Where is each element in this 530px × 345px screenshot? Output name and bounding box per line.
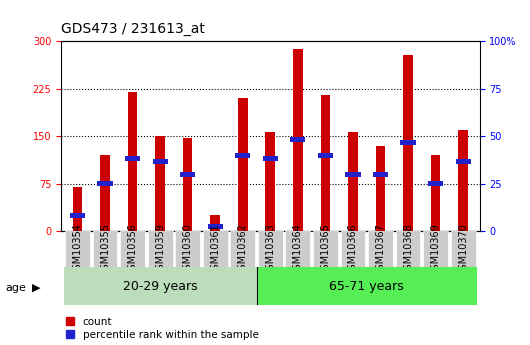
Bar	[403, 55, 413, 231]
Bar	[65, 231, 90, 267]
Bar	[293, 49, 303, 231]
Bar	[318, 153, 333, 158]
Text: GSM10355: GSM10355	[100, 223, 110, 276]
Text: GSM10366: GSM10366	[348, 223, 358, 276]
Bar	[450, 231, 475, 267]
Bar	[73, 187, 82, 231]
Bar	[395, 231, 420, 267]
Bar	[98, 181, 112, 186]
Bar	[64, 267, 257, 305]
Bar	[346, 172, 360, 177]
Text: GSM10356: GSM10356	[128, 223, 138, 276]
Bar	[203, 231, 227, 267]
Text: GSM10361: GSM10361	[210, 223, 220, 276]
Bar	[456, 159, 471, 164]
Text: ▶: ▶	[32, 283, 40, 293]
Bar	[210, 215, 220, 231]
Text: GSM10368: GSM10368	[403, 223, 413, 276]
Bar	[348, 132, 358, 231]
Legend: count, percentile rank within the sample: count, percentile rank within the sample	[66, 317, 259, 340]
Bar	[208, 224, 223, 229]
Text: GDS473 / 231613_at: GDS473 / 231613_at	[61, 22, 205, 36]
Text: GSM10369: GSM10369	[430, 223, 440, 276]
Bar	[431, 155, 440, 231]
Text: GSM10365: GSM10365	[321, 223, 330, 276]
Text: GSM10359: GSM10359	[155, 223, 165, 276]
Bar	[153, 159, 167, 164]
Bar	[373, 172, 388, 177]
Bar	[290, 137, 305, 142]
Bar	[128, 92, 137, 231]
Text: GSM10364: GSM10364	[293, 223, 303, 276]
Bar	[313, 231, 338, 267]
Bar	[70, 213, 85, 218]
Bar	[266, 132, 275, 231]
Bar	[180, 172, 195, 177]
Text: GSM10370: GSM10370	[458, 223, 468, 276]
Text: GSM10363: GSM10363	[266, 223, 275, 276]
Text: GSM10367: GSM10367	[375, 223, 385, 276]
Bar	[148, 231, 172, 267]
Bar	[183, 138, 192, 231]
Bar	[100, 155, 110, 231]
Bar	[231, 231, 255, 267]
Bar	[428, 181, 443, 186]
Bar	[93, 231, 118, 267]
Bar	[458, 130, 468, 231]
Bar	[368, 231, 393, 267]
Text: 20-29 years: 20-29 years	[123, 280, 198, 293]
Bar	[376, 146, 385, 231]
Bar	[120, 231, 145, 267]
Bar	[401, 140, 416, 145]
Bar	[423, 231, 448, 267]
Bar	[125, 156, 140, 161]
Bar	[175, 231, 200, 267]
Bar	[286, 231, 310, 267]
Bar	[238, 98, 248, 231]
Text: age: age	[5, 283, 26, 293]
Text: GSM10354: GSM10354	[73, 223, 83, 276]
Bar	[263, 156, 278, 161]
Bar	[155, 136, 165, 231]
Text: 65-71 years: 65-71 years	[329, 280, 404, 293]
Text: GSM10360: GSM10360	[183, 223, 193, 276]
Bar	[321, 95, 330, 231]
Bar	[235, 153, 250, 158]
Bar	[258, 231, 282, 267]
Bar	[341, 231, 365, 267]
Text: GSM10362: GSM10362	[238, 223, 248, 276]
Bar	[257, 267, 477, 305]
